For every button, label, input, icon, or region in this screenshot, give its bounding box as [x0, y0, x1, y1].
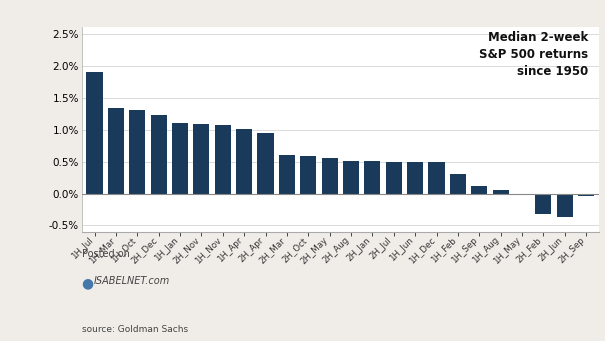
Bar	[87, 72, 102, 193]
Bar	[450, 174, 466, 193]
Text: 1H_Feb: 1H_Feb	[429, 235, 458, 264]
Text: 2H_Apr: 2H_Apr	[237, 235, 266, 264]
Text: 2H_Jul: 2H_Jul	[368, 235, 394, 261]
Bar	[343, 161, 359, 193]
Bar	[151, 115, 166, 193]
Text: 1H_Aug: 1H_Aug	[471, 235, 500, 265]
Text: 2H_May: 2H_May	[299, 235, 330, 266]
Text: 1H_Jul: 1H_Jul	[69, 235, 94, 261]
Bar	[535, 193, 551, 214]
Text: Median 2-week
S&P 500 returns
since 1950: Median 2-week S&P 500 returns since 1950	[480, 31, 589, 78]
Text: 2H_Jun: 2H_Jun	[537, 235, 564, 263]
Text: 2H_Mar: 2H_Mar	[258, 235, 287, 265]
Text: 1H_Mar: 1H_Mar	[87, 235, 116, 265]
Bar	[578, 193, 594, 196]
Bar	[386, 162, 402, 193]
Text: 1H_Jun: 1H_Jun	[388, 235, 415, 263]
Text: 2H_Jan: 2H_Jan	[345, 235, 372, 263]
Text: ●: ●	[82, 276, 94, 290]
Bar	[300, 156, 316, 193]
Bar	[236, 129, 252, 193]
Text: 2H_Aug: 2H_Aug	[321, 235, 351, 265]
Bar	[557, 193, 573, 217]
Text: 1H_Oct: 1H_Oct	[109, 235, 137, 264]
Text: 1H_Sep: 1H_Sep	[450, 235, 479, 265]
Bar	[108, 108, 124, 193]
Bar	[407, 162, 423, 193]
Bar	[364, 161, 381, 193]
Text: ISABELNET.com: ISABELNET.com	[94, 276, 170, 286]
Text: Posted on: Posted on	[82, 249, 129, 259]
Text: 2H_Oct: 2H_Oct	[280, 235, 309, 264]
Text: 1H_Nov: 1H_Nov	[193, 235, 223, 265]
Bar	[279, 154, 295, 193]
Text: 1H_Jan: 1H_Jan	[152, 235, 180, 263]
Text: 1H_Dec: 1H_Dec	[407, 235, 436, 265]
Text: 2H_Feb: 2H_Feb	[515, 235, 543, 264]
Text: 1H_Apr: 1H_Apr	[215, 235, 244, 264]
Bar	[215, 125, 231, 193]
Bar	[172, 122, 188, 193]
Bar	[428, 162, 445, 193]
Bar	[258, 133, 273, 193]
Bar	[129, 110, 145, 193]
Bar	[492, 190, 509, 193]
Text: 2H_Sep: 2H_Sep	[557, 235, 586, 265]
Text: 2H_Nov: 2H_Nov	[171, 235, 201, 265]
Text: 1H_May: 1H_May	[491, 235, 522, 266]
Text: source: Goldman Sachs: source: Goldman Sachs	[82, 325, 188, 334]
Bar	[322, 158, 338, 193]
Text: 2H_Dec: 2H_Dec	[129, 235, 159, 265]
Bar	[194, 124, 209, 193]
Bar	[471, 186, 487, 193]
Bar	[514, 193, 530, 194]
